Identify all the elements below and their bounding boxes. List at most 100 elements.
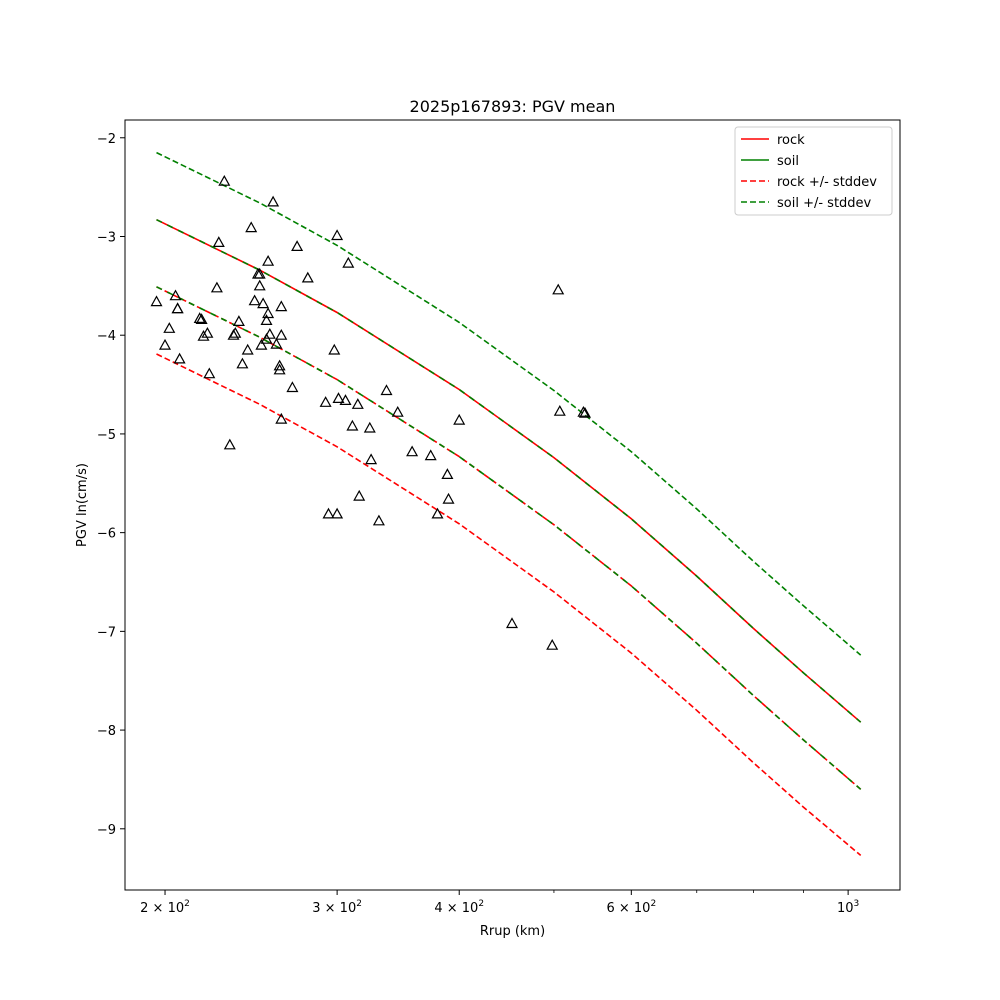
data-point xyxy=(223,438,236,450)
data-point xyxy=(431,507,444,519)
data-point xyxy=(380,384,393,396)
x-tick-label: 4 × 102 xyxy=(434,899,484,916)
data-point xyxy=(267,195,280,207)
legend-label: rock +/- stddev xyxy=(777,175,877,190)
legend-label: rock xyxy=(777,133,805,148)
series-line-soil-stddev-5 xyxy=(156,151,862,656)
y-tick-label: −3 xyxy=(97,230,116,245)
x-tick-label: 6 × 102 xyxy=(606,899,656,916)
y-tick-label: −4 xyxy=(97,329,116,344)
series-line-rock-0 xyxy=(156,218,862,723)
data-point xyxy=(171,302,184,314)
data-point xyxy=(210,281,223,293)
x-tick-label: 103 xyxy=(837,899,859,916)
legend: rock soil rock +/- stddev soil +/- stddev xyxy=(734,126,893,216)
y-tick-label: −7 xyxy=(97,625,116,640)
data-point xyxy=(351,398,364,409)
data-point xyxy=(212,236,225,247)
data-point xyxy=(255,338,268,350)
x-axis: 2 × 102 3 × 102 4 × 102 6 × 102 103 xyxy=(140,890,859,916)
data-point xyxy=(203,367,216,379)
data-point xyxy=(197,329,210,341)
data-point xyxy=(275,328,288,340)
data-point xyxy=(193,312,206,323)
data-point xyxy=(372,514,385,526)
data-point xyxy=(441,468,454,479)
data-point xyxy=(163,322,176,333)
data-point xyxy=(227,328,240,340)
y-tick-label: −6 xyxy=(97,527,116,542)
data-point xyxy=(328,343,341,355)
plot-frame xyxy=(124,119,901,891)
data-point xyxy=(291,240,304,251)
data-point xyxy=(319,396,332,407)
x-tick-label: 3 × 102 xyxy=(312,899,362,916)
plot-area xyxy=(150,151,862,857)
data-point xyxy=(218,174,231,186)
series-line-rock-stddev-2 xyxy=(156,286,862,790)
data-point xyxy=(173,352,186,364)
data-point xyxy=(158,338,172,350)
data-point xyxy=(406,445,419,457)
data-point xyxy=(275,412,288,424)
legend-box xyxy=(734,126,893,216)
data-point xyxy=(273,359,286,371)
data-point xyxy=(169,289,182,301)
series-line-soil-1 xyxy=(156,218,862,723)
data-point xyxy=(363,421,376,433)
data-point xyxy=(270,337,283,349)
data-point xyxy=(253,267,266,279)
data-point xyxy=(257,297,270,309)
data-point xyxy=(195,313,208,324)
data-point xyxy=(241,343,254,355)
y-tick-label: −9 xyxy=(97,823,116,838)
data-point xyxy=(263,327,276,339)
data-point xyxy=(248,294,261,306)
data-point xyxy=(442,492,455,504)
data-point xyxy=(275,300,288,312)
data-point xyxy=(236,357,249,369)
legend-label: soil xyxy=(777,154,799,169)
data-point xyxy=(150,295,163,307)
data-point xyxy=(424,449,437,461)
data-point xyxy=(391,405,404,417)
data-point xyxy=(245,221,258,233)
data-point xyxy=(253,279,266,291)
data-point xyxy=(229,326,242,338)
x-axis-label: Rrup (km) xyxy=(480,924,545,939)
data-point xyxy=(505,617,519,629)
data-point xyxy=(342,256,355,268)
data-point xyxy=(262,254,275,266)
y-tick-label: −8 xyxy=(97,724,116,739)
data-point xyxy=(260,314,273,325)
data-point xyxy=(453,413,466,425)
y-axis: −2 −3 −4 −5 −6 −7 −8 −9 xyxy=(97,132,125,838)
data-point xyxy=(262,307,275,319)
data-point xyxy=(552,283,565,295)
data-point xyxy=(201,326,214,338)
data-point xyxy=(365,453,378,465)
data-point xyxy=(577,405,590,417)
data-point xyxy=(301,271,314,283)
data-point xyxy=(546,638,559,650)
data-point xyxy=(171,302,184,314)
y-tick-label: −2 xyxy=(97,132,116,147)
data-point xyxy=(346,419,359,431)
data-point xyxy=(322,507,335,519)
y-tick-label: −5 xyxy=(97,428,116,443)
data-point xyxy=(353,489,366,501)
legend-label: soil +/- stddev xyxy=(777,196,872,211)
data-point xyxy=(332,392,345,403)
y-axis-label: PGV ln(cm/s) xyxy=(75,463,90,547)
data-point xyxy=(331,507,344,519)
data-point xyxy=(331,229,344,241)
data-point xyxy=(232,315,245,326)
data-point xyxy=(273,363,286,375)
x-tick-label: 2 × 102 xyxy=(140,899,190,916)
chart-title: 2025p167893: PGV mean xyxy=(410,97,616,116)
data-point xyxy=(553,404,566,416)
data-point xyxy=(286,381,299,393)
series-line-rock-stddev-4 xyxy=(156,353,862,857)
series-line-soil-3 xyxy=(156,286,862,790)
